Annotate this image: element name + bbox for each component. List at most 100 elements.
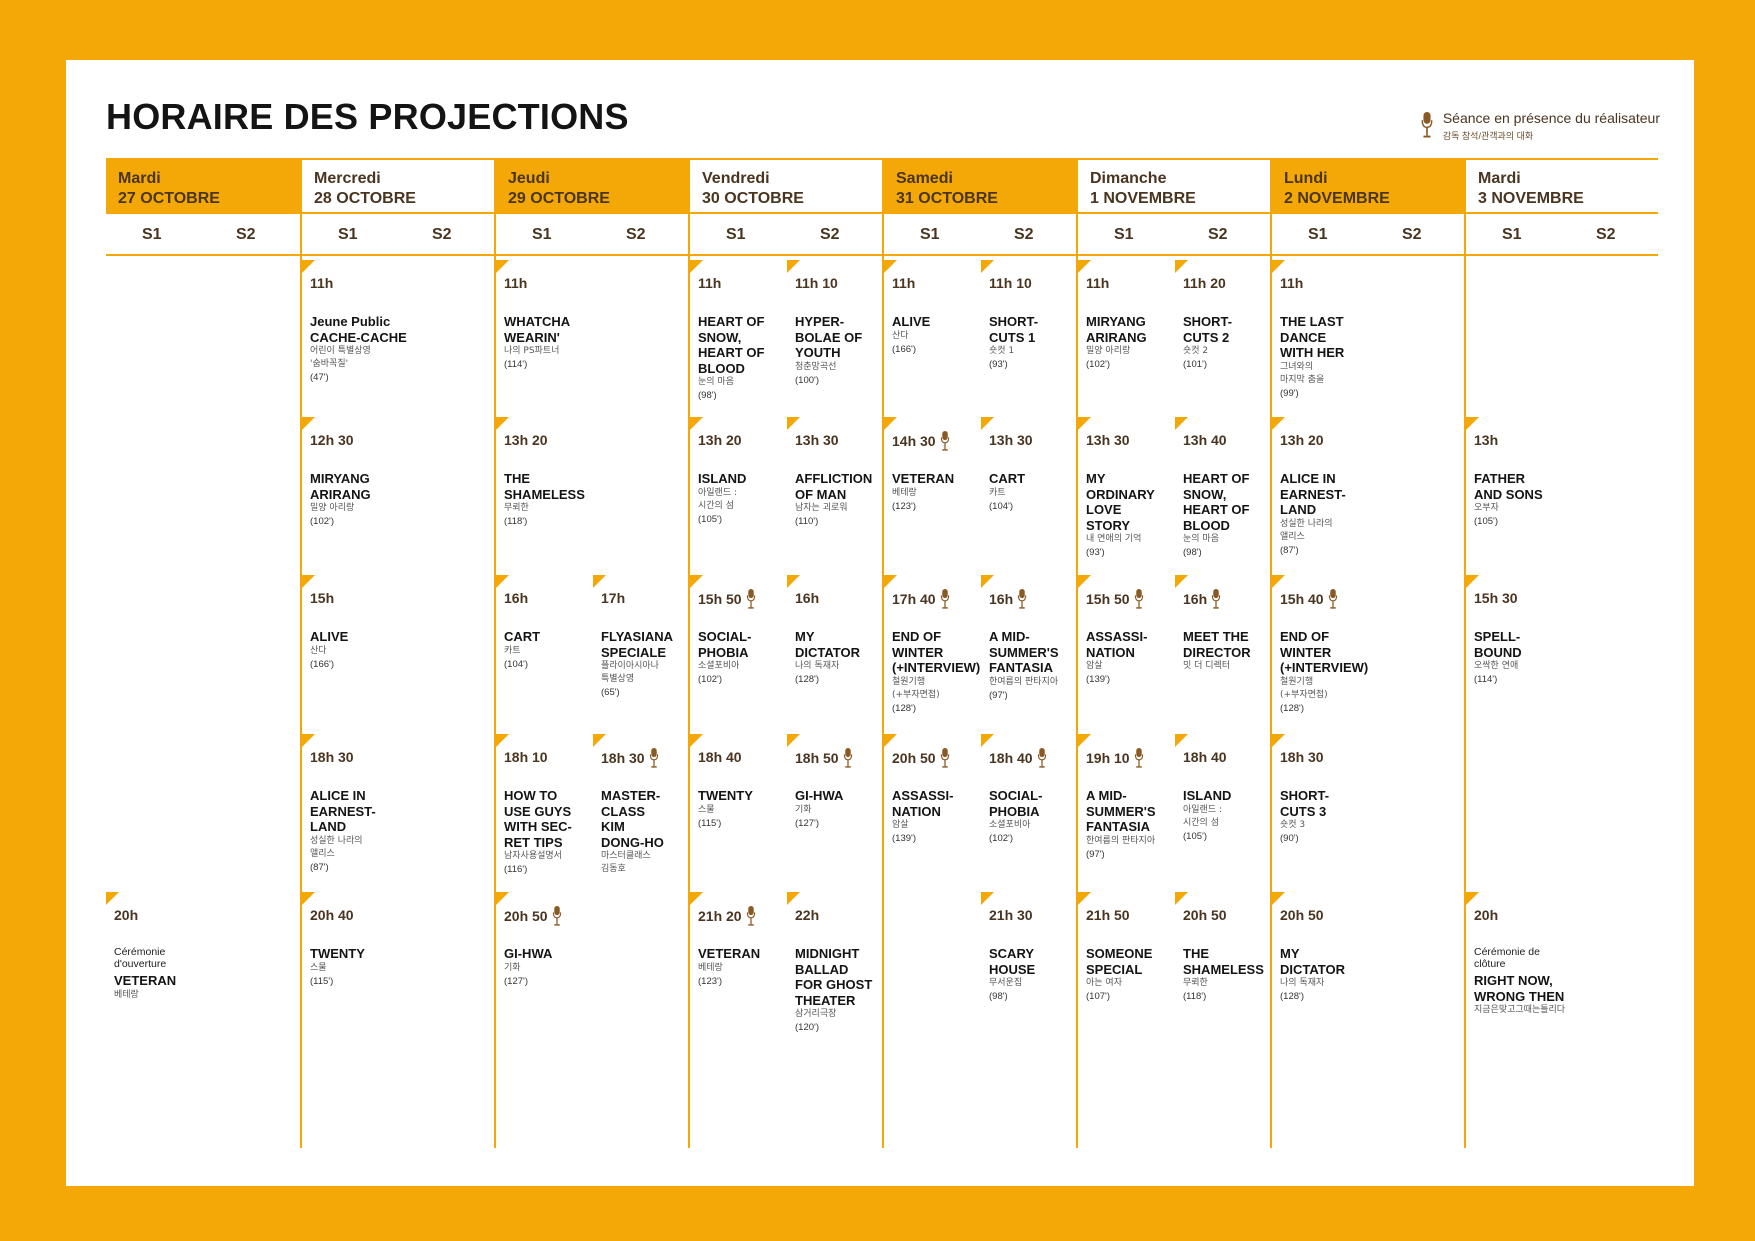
page-title: HORAIRE DES PROJECTIONS — [106, 96, 629, 137]
screening-entry: 21h 20 VETERAN 베테랑 (123') — [690, 892, 795, 989]
film-title-korean: 숏컷 1 — [989, 346, 1015, 356]
film-title-korean: 산다 — [310, 645, 327, 656]
screening-time: 18h 50 — [795, 748, 892, 788]
screening-time: 15h 50 — [1086, 589, 1183, 629]
screening-time-text: 13h 20 — [1280, 432, 1324, 448]
film-title: A MID- SUMMER'S FANTASIA — [989, 629, 1059, 675]
day-column: Vendredi 30 OCTOBRE S1 S2 11h HEART OF SNOW, … — [688, 158, 882, 1148]
screening-time-text: 20h 50 — [892, 750, 936, 766]
film-title: VETERAN — [114, 973, 177, 988]
screening-time-text: 11h — [892, 275, 916, 291]
session-label-s1: S1 — [1114, 226, 1134, 243]
microphone-icon — [940, 431, 949, 451]
day-header: Samedi 31 OCTOBRE — [884, 158, 1076, 214]
day-date: 28 OCTOBRE — [314, 190, 416, 207]
screening-time: 11h 20 — [1183, 274, 1280, 314]
film-title-korean: 밀양 아리랑 — [1086, 346, 1131, 356]
screening-entry: 18h 40 TWENTY 스물 (115') — [690, 734, 795, 831]
day-header: Mardi 27 OCTOBRE — [106, 158, 300, 214]
film-title-korean: 마스터클래스 김동호 — [601, 851, 651, 874]
day-column: Mardi 3 NOVEMBRE S1 S2 13h FATHER AND SONS 오부자… — [1464, 158, 1658, 1148]
screening-time-text: 22h — [795, 907, 820, 923]
session-label-s1: S1 — [1308, 226, 1328, 243]
screening-entry: 16h MEET THE DIRECTOR 밋 더 디렉터 — [1175, 575, 1280, 673]
screening-entry: 17h 40 END OF WINTER (+INTERVIEW) 철원기행 (+부… — [884, 575, 989, 716]
screening-time: 20h — [114, 906, 211, 946]
day-column: Dimanche 1 NOVEMBRE S1 S2 11h MIRYANG ARIRANG… — [1076, 158, 1270, 1148]
film-duration: (166') — [310, 658, 334, 670]
film-title: SOMEONE SPECIAL — [1086, 946, 1153, 977]
film-title-korean: 그녀와의 마지막 춤을 — [1280, 361, 1325, 385]
screening-entry: 12h 30 MIRYANG ARIRANG 밀양 아리랑 (102') — [302, 417, 407, 529]
screening-entry: 20h Cérémonie d'ouverture VETERAN 베테랑 — [106, 892, 211, 1002]
screening-time-text: 15h — [310, 590, 335, 606]
film-duration: (87') — [310, 861, 329, 873]
session-header-row: S1 S2 — [1272, 214, 1464, 256]
film-title-korean: 나의 PS파트너 — [504, 346, 560, 356]
screening-time: 15h 50 — [698, 589, 795, 629]
screening-time: 18h 10 — [504, 748, 601, 788]
slot-marker — [981, 734, 994, 747]
session-label-s2: S2 — [236, 226, 256, 243]
film-title-korean: 카트 — [989, 487, 1006, 498]
screening-time-text: 15h 50 — [1086, 591, 1130, 607]
slot-marker — [1175, 734, 1188, 747]
screening-entry: 15h 50 SOCIAL- PHOBIA 소셜포비아 (102') — [690, 575, 795, 687]
film-title: MIDNIGHT BALLAD FOR GHOST THEATER — [795, 946, 873, 1008]
day-name: Samedi — [896, 170, 953, 187]
screening-time-text: 15h 30 — [1474, 590, 1518, 606]
day-header: Vendredi 30 OCTOBRE — [690, 158, 882, 214]
film-title-korean: 청춘망곡선 — [795, 361, 837, 372]
film-title-korean: 삼거리극장 — [795, 1009, 837, 1019]
screening-time-text: 21h 30 — [989, 907, 1033, 923]
screening-time-text: 21h 50 — [1086, 907, 1130, 923]
schedule-grid: Mardi 27 OCTOBRE S1 S2 20h Cérémonie d'ouvert… — [106, 158, 1659, 1158]
film-duration: (105') — [698, 513, 722, 525]
ceremony-note: Cérémonie de clôture — [1474, 946, 1540, 970]
slot-marker — [1466, 892, 1479, 905]
screening-time: 11h 10 — [989, 274, 1086, 314]
microphone-icon — [1421, 112, 1433, 138]
day-header: Jeudi 29 OCTOBRE — [496, 158, 688, 214]
microphone-icon — [843, 748, 852, 768]
film-title-korean: 아는 여자 — [1086, 978, 1122, 988]
screening-entry: 11h 10 HYPER- BOLAE OF YOUTH 청춘망곡선 (100') — [787, 260, 892, 388]
film-duration: (93') — [1086, 547, 1105, 558]
film-duration: (128') — [1280, 991, 1304, 1002]
screening-time-text: 11h — [310, 275, 334, 291]
day-date: 3 NOVEMBRE — [1478, 190, 1584, 207]
screening-time-text: 18h 30 — [601, 750, 645, 766]
film-duration: (118') — [504, 516, 528, 527]
film-duration: (87') — [1280, 544, 1299, 556]
film-title: SOCIAL- PHOBIA — [989, 788, 1043, 819]
film-duration: (102') — [698, 674, 722, 685]
microphone-icon — [940, 589, 949, 609]
microphone-icon — [1017, 589, 1027, 609]
screening-time-text: 13h 20 — [698, 432, 742, 448]
screening-entry: 15h 30 SPELL- BOUND 오싹한 연애 (114') — [1466, 575, 1571, 687]
film-duration: (118') — [1183, 991, 1207, 1002]
film-title: GI-HWA — [504, 946, 553, 961]
screening-time-text: 20h 50 — [504, 908, 548, 924]
film-title: MY DICTATOR — [1280, 946, 1345, 977]
screening-entry: 11h THE LAST DANCE WITH HER 그녀와의 마지막 춤을 (99… — [1272, 260, 1377, 401]
screening-entry: 18h 50 GI-HWA 기화 (127') — [787, 734, 892, 831]
screening-entry: 13h 30 AFFLICTION OF MAN 남자는 괴로워 (110') — [787, 417, 892, 529]
day-name: Lundi — [1284, 170, 1328, 187]
session-label-s2: S2 — [626, 226, 646, 243]
day-date: 29 OCTOBRE — [508, 190, 610, 207]
film-duration: (120') — [795, 1022, 819, 1033]
screening-entry: 18h 30 ALICE IN EARNEST- LAND 성실한 나라의 앨리스 (… — [302, 734, 407, 875]
screening-entry: 20h 50 ASSASSI- NATION 암살 (139') — [884, 734, 989, 846]
film-duration: (98') — [989, 991, 1008, 1002]
slot-marker — [1272, 575, 1285, 588]
screening-time-text: 16h — [989, 591, 1014, 607]
film-title-korean: 밋 더 디렉터 — [1183, 661, 1231, 671]
screening-entry: 13h 20 ISLAND 아일랜드 : 시간의 섬 (105') — [690, 417, 795, 527]
film-title: MEET THE DIRECTOR — [1183, 629, 1251, 660]
day-date: 31 OCTOBRE — [896, 190, 998, 207]
day-header: Dimanche 1 NOVEMBRE — [1078, 158, 1270, 214]
film-title: ALIVE — [892, 314, 931, 329]
screening-entry: 11h Jeune Public CACHE-CACHE 어린이 특별상영 '숨바꼭… — [302, 260, 407, 385]
screening-entry: 21h 30 SCARY HOUSE 무서운집 (98') — [981, 892, 1086, 1004]
